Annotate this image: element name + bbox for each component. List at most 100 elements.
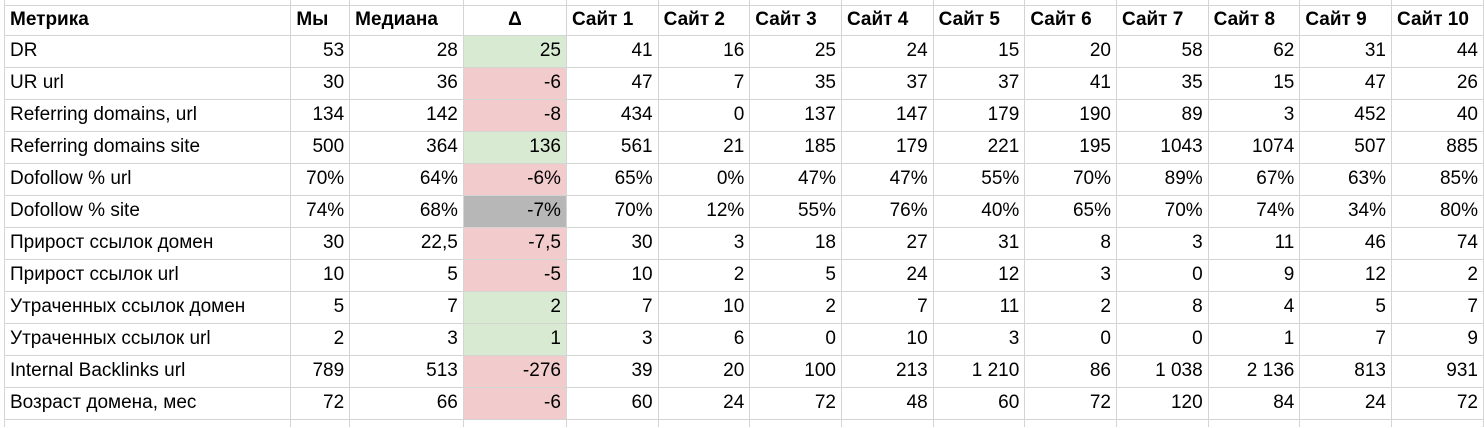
cell-median[interactable]: 7 <box>349 291 464 324</box>
cell-delta[interactable]: -7% <box>463 195 567 228</box>
cell-site-7[interactable]: 3 <box>1116 227 1209 260</box>
header-site-5[interactable]: Сайт 5 <box>933 5 1026 36</box>
cell-site-7[interactable]: 0 <box>1116 323 1209 356</box>
cell-site-8[interactable]: 84 <box>1208 387 1301 420</box>
header-site-9[interactable]: Сайт 9 <box>1299 5 1392 36</box>
cell-site-8[interactable]: 4 <box>1208 291 1301 324</box>
cell-we[interactable]: 10 <box>290 259 351 292</box>
cell-median[interactable]: 66 <box>349 387 464 420</box>
cell-site-4[interactable]: 24 <box>841 259 934 292</box>
cell-metric[interactable]: UR url <box>3 67 292 100</box>
cell-site-6[interactable]: 195 <box>1024 131 1117 164</box>
cell-site-9[interactable]: 12 <box>1299 259 1392 292</box>
header-site-3[interactable]: Сайт 3 <box>749 5 842 36</box>
cell-site-7[interactable]: 89 <box>1116 99 1209 132</box>
cell-site-6[interactable]: 72 <box>1024 387 1117 420</box>
cell-site-1[interactable]: 561 <box>566 131 659 164</box>
cell-site-10[interactable]: 40 <box>1391 99 1484 132</box>
cell-we[interactable]: 53 <box>290 35 351 68</box>
cell-site-4[interactable]: 48 <box>841 387 934 420</box>
cell-site-9[interactable]: 34% <box>1299 195 1392 228</box>
cell-site-5[interactable]: 31 <box>933 227 1026 260</box>
cell-site-7[interactable]: 35 <box>1116 67 1209 100</box>
cell-site-8[interactable]: 1 <box>1208 323 1301 356</box>
cell-site-9[interactable]: 63% <box>1299 163 1392 196</box>
cell-site-10[interactable]: 9 <box>1391 323 1484 356</box>
cell-site-4[interactable]: 213 <box>841 355 934 388</box>
cell-metric[interactable]: Утраченных ссылок url <box>3 323 292 356</box>
cell-median[interactable]: 3 <box>349 323 464 356</box>
cell-site-2[interactable]: 24 <box>658 387 751 420</box>
cell-site-4[interactable]: 10 <box>841 323 934 356</box>
cell-site-6[interactable]: 0 <box>1024 323 1117 356</box>
cell-metric[interactable]: Dofollow % site <box>3 195 292 228</box>
cell-site-9[interactable]: 24 <box>1299 387 1392 420</box>
cell-site-9[interactable]: 31 <box>1299 35 1392 68</box>
cell-site-5[interactable]: 11 <box>933 291 1026 324</box>
cell-site-10[interactable]: 885 <box>1391 131 1484 164</box>
cell-site-6[interactable]: 20 <box>1024 35 1117 68</box>
cell-site-5[interactable]: 221 <box>933 131 1026 164</box>
cell-delta[interactable]: -6% <box>463 163 567 196</box>
cell-site-1[interactable]: 3 <box>566 323 659 356</box>
cell-median[interactable]: 5 <box>349 259 464 292</box>
header-site-8[interactable]: Сайт 8 <box>1208 5 1301 36</box>
cell-delta[interactable]: -8 <box>463 99 567 132</box>
cell-site-3[interactable]: 0 <box>749 323 842 356</box>
cell-site-5[interactable]: 55% <box>933 163 1026 196</box>
cell-metric[interactable]: Прирост ссылок url <box>3 259 292 292</box>
cell-site-2[interactable]: 7 <box>658 67 751 100</box>
cell-site-10[interactable]: 85% <box>1391 163 1484 196</box>
cell-site-2[interactable]: 0 <box>658 99 751 132</box>
cell-site-1[interactable]: 39 <box>566 355 659 388</box>
cell-we[interactable]: 500 <box>290 131 351 164</box>
cell-metric[interactable]: Internal Backlinks url <box>3 355 292 388</box>
cell-site-5[interactable]: 40% <box>933 195 1026 228</box>
cell-site-7[interactable]: 89% <box>1116 163 1209 196</box>
header-delta[interactable]: Δ <box>463 5 567 36</box>
cell-site-6[interactable]: 86 <box>1024 355 1117 388</box>
cell-site-3[interactable]: 18 <box>749 227 842 260</box>
cell-we[interactable]: 30 <box>290 67 351 100</box>
cell-site-3[interactable]: 100 <box>749 355 842 388</box>
cell-site-4[interactable]: 27 <box>841 227 934 260</box>
cell-site-10[interactable]: 80% <box>1391 195 1484 228</box>
cell-delta[interactable]: 1 <box>463 323 567 356</box>
cell-site-6[interactable]: 8 <box>1024 227 1117 260</box>
cell-site-5[interactable]: 12 <box>933 259 1026 292</box>
header-metric[interactable]: Метрика <box>3 5 292 36</box>
header-we[interactable]: Мы <box>290 5 351 36</box>
cell-site-3[interactable]: 72 <box>749 387 842 420</box>
cell-we[interactable]: 789 <box>290 355 351 388</box>
cell-delta[interactable]: -6 <box>463 387 567 420</box>
cell-site-4[interactable]: 179 <box>841 131 934 164</box>
cell-site-5[interactable]: 15 <box>933 35 1026 68</box>
cell-site-10[interactable]: 74 <box>1391 227 1484 260</box>
cell-site-5[interactable]: 1 210 <box>933 355 1026 388</box>
header-site-2[interactable]: Сайт 2 <box>658 5 751 36</box>
cell-we[interactable]: 2 <box>290 323 351 356</box>
cell-we[interactable]: 134 <box>290 99 351 132</box>
cell-site-4[interactable]: 76% <box>841 195 934 228</box>
cell-site-6[interactable]: 70% <box>1024 163 1117 196</box>
cell-site-1[interactable]: 65% <box>566 163 659 196</box>
header-site-6[interactable]: Сайт 6 <box>1024 5 1117 36</box>
cell-we[interactable]: 5 <box>290 291 351 324</box>
cell-metric[interactable]: Утраченных ссылок домен <box>3 291 292 324</box>
cell-site-5[interactable]: 37 <box>933 67 1026 100</box>
cell-site-8[interactable]: 3 <box>1208 99 1301 132</box>
header-site-4[interactable]: Сайт 4 <box>841 5 934 36</box>
cell-site-9[interactable]: 7 <box>1299 323 1392 356</box>
cell-site-2[interactable]: 16 <box>658 35 751 68</box>
cell-site-3[interactable]: 25 <box>749 35 842 68</box>
cell-site-5[interactable]: 3 <box>933 323 1026 356</box>
cell-site-10[interactable]: 44 <box>1391 35 1484 68</box>
cell-delta[interactable]: -7,5 <box>463 227 567 260</box>
cell-site-7[interactable]: 58 <box>1116 35 1209 68</box>
cell-site-4[interactable]: 147 <box>841 99 934 132</box>
cell-site-4[interactable]: 7 <box>841 291 934 324</box>
cell-metric[interactable]: Возраст домена, мес <box>3 387 292 420</box>
cell-site-1[interactable]: 10 <box>566 259 659 292</box>
cell-site-3[interactable]: 35 <box>749 67 842 100</box>
cell-metric[interactable]: Dofollow % url <box>3 163 292 196</box>
